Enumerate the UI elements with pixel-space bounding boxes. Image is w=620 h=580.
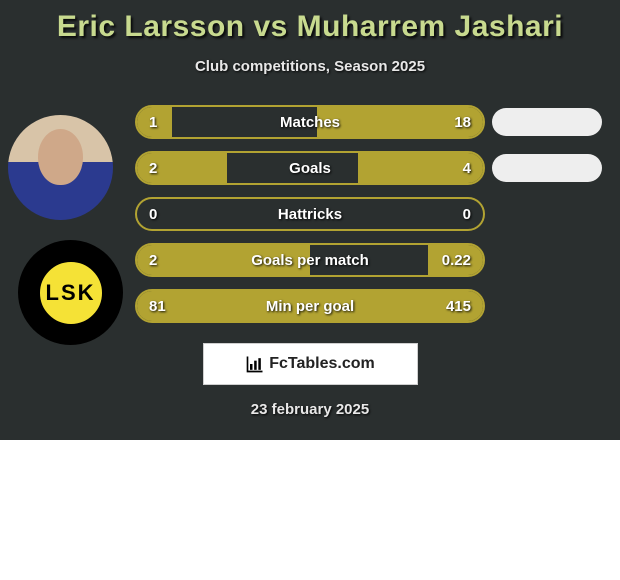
stats-area: LSK 118Matches 24Goals 00Hattricks 20.22Goa…	[0, 105, 620, 335]
stat-label: Goals	[137, 153, 483, 183]
stat-row: 24Goals	[135, 151, 485, 185]
stat-label: Hattricks	[137, 199, 483, 229]
stat-rows: 118Matches 24Goals 00Hattricks 20.22Goals p…	[135, 105, 485, 335]
branding-badge[interactable]: FcTables.com	[203, 343, 418, 385]
side-pill	[492, 108, 602, 136]
stat-label: Goals per match	[137, 245, 483, 275]
club-badge-text: LSK	[35, 257, 107, 329]
player1-avatar	[8, 115, 113, 220]
stat-label: Matches	[137, 107, 483, 137]
subtitle: Club competitions, Season 2025	[0, 58, 620, 75]
stat-row: 00Hattricks	[135, 197, 485, 231]
stat-row: 118Matches	[135, 105, 485, 139]
player2-club-badge: LSK	[18, 240, 123, 345]
page-title: Eric Larsson vs Muharrem Jashari	[0, 10, 620, 44]
stat-label: Min per goal	[137, 291, 483, 321]
comparison-card: Eric Larsson vs Muharrem Jashari Club co…	[0, 0, 620, 440]
branding-text: FcTables.com	[269, 355, 375, 373]
date-text: 23 february 2025	[0, 401, 620, 418]
side-pill	[492, 154, 602, 182]
chart-icon	[245, 354, 265, 374]
stat-row: 81415Min per goal	[135, 289, 485, 323]
stat-row: 20.22Goals per match	[135, 243, 485, 277]
